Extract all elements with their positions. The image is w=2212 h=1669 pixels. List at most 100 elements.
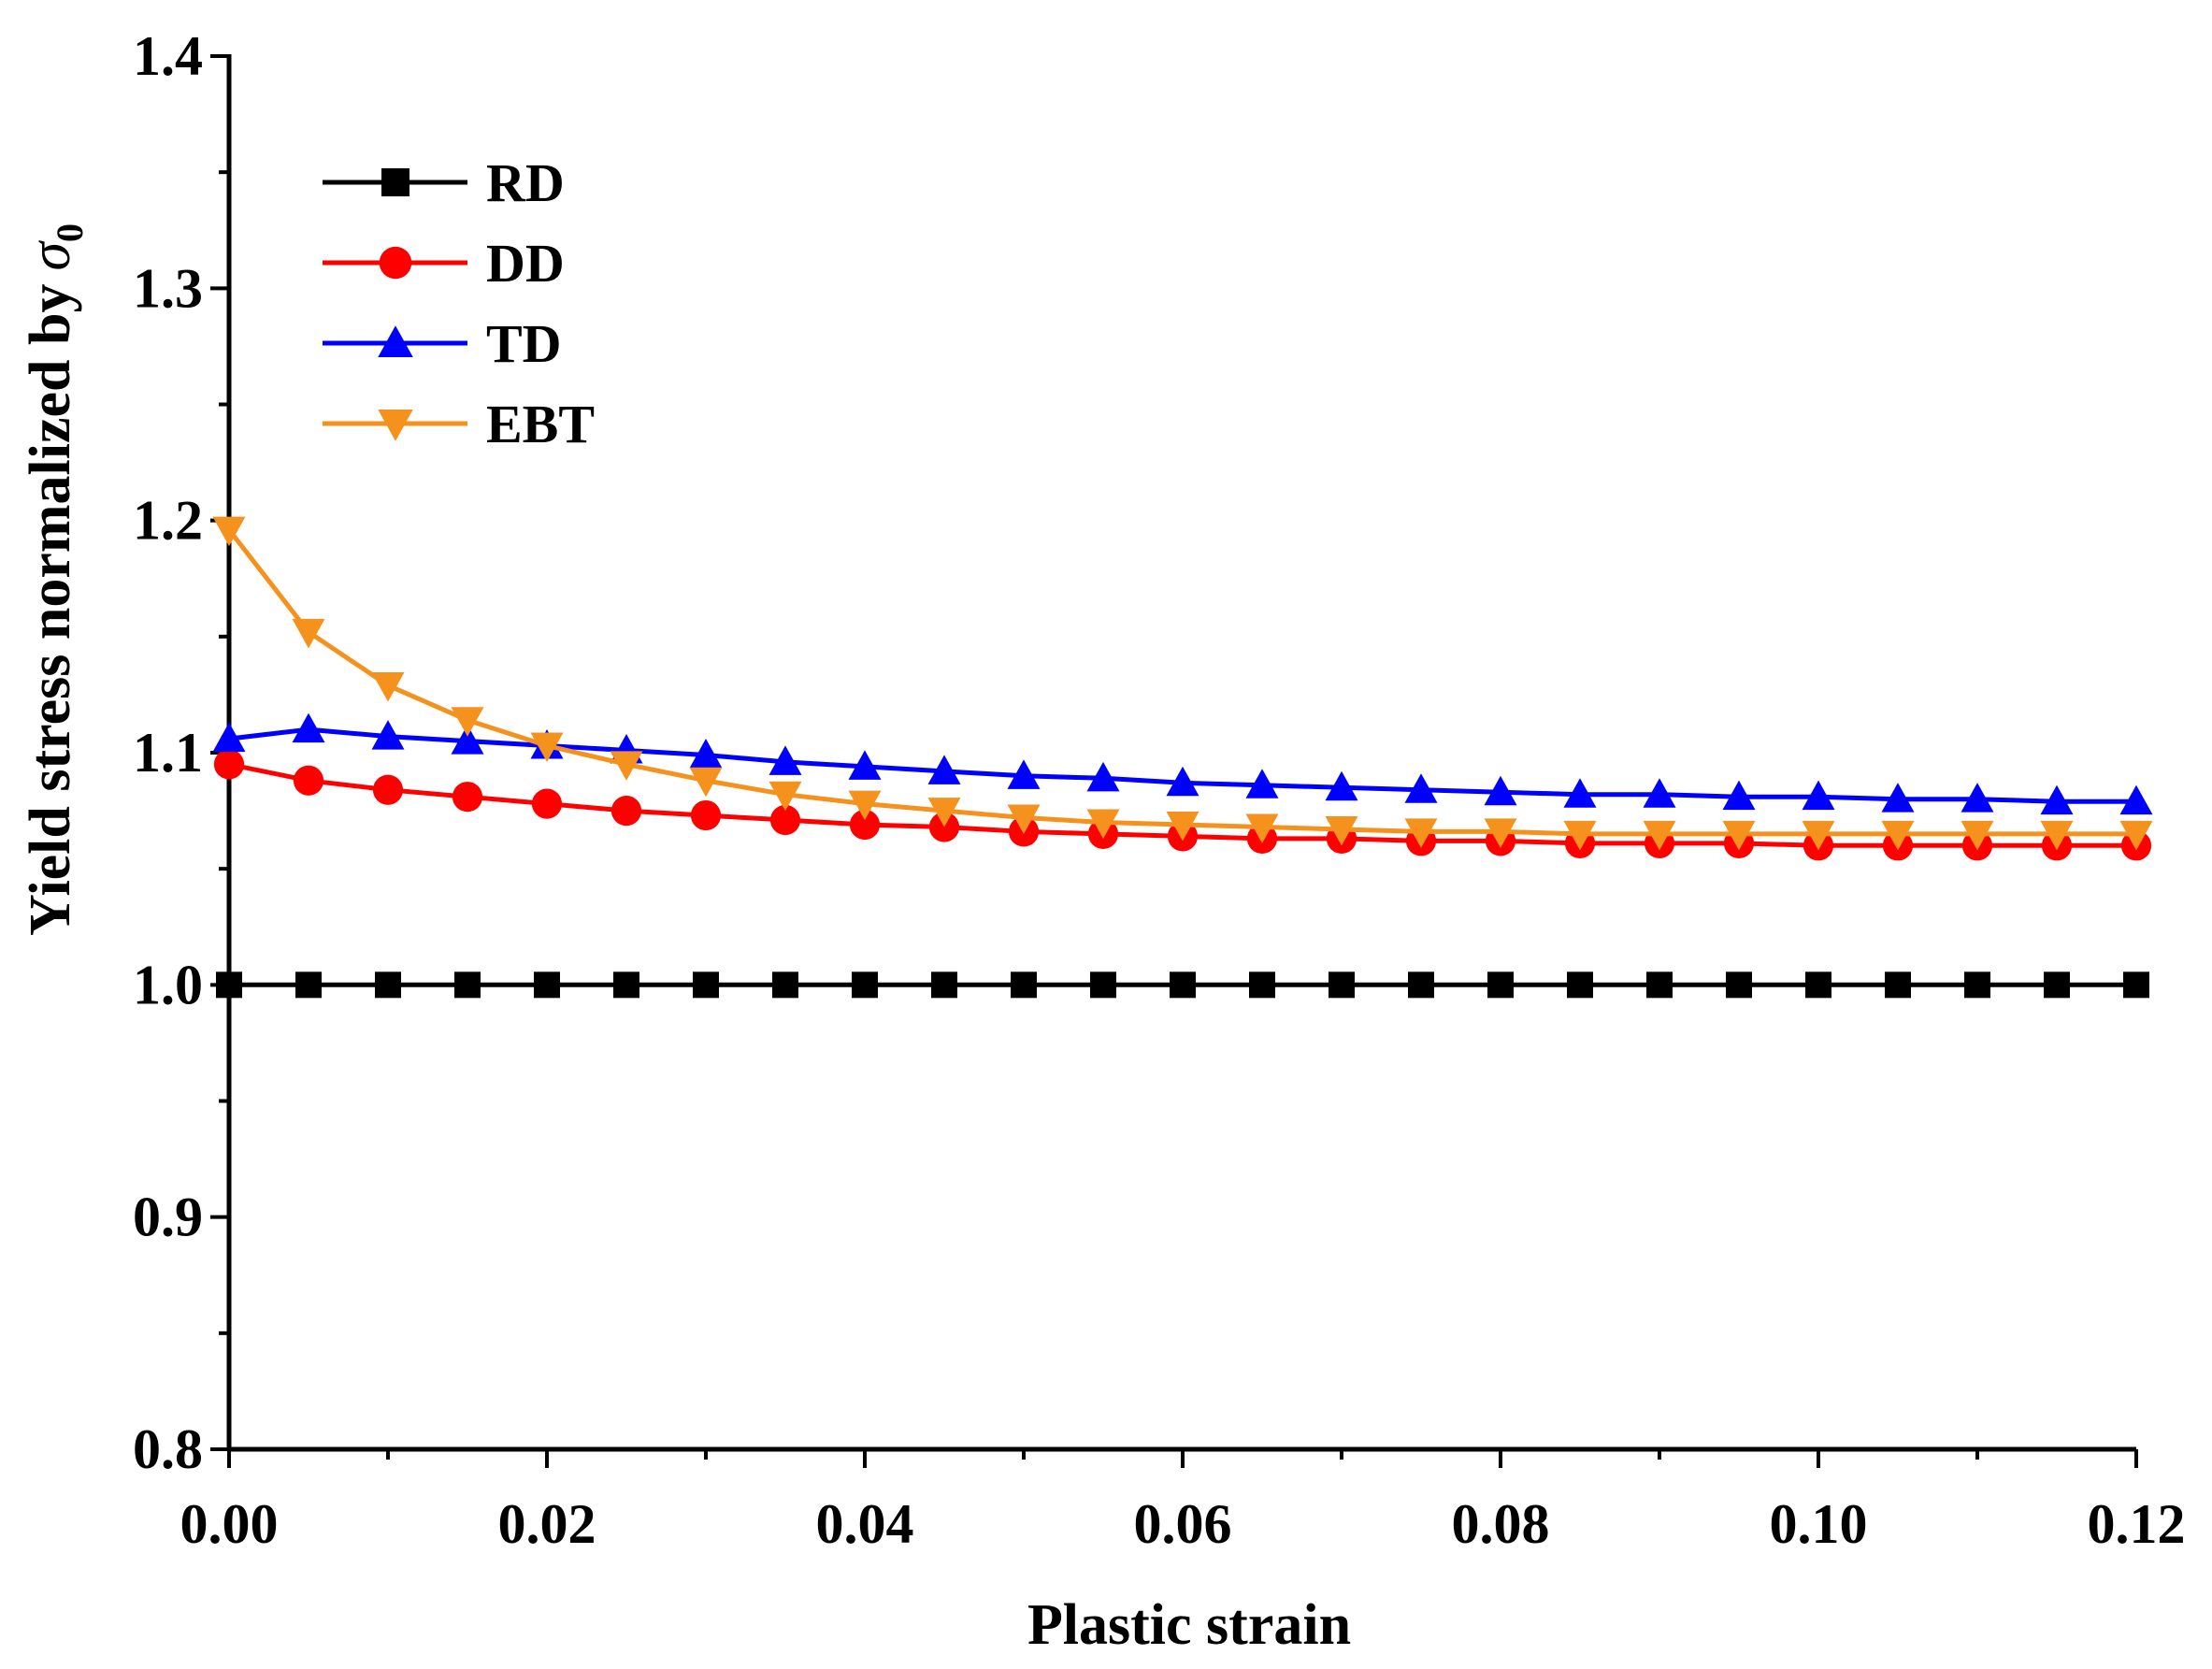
data-point-td <box>2040 784 2074 815</box>
legend-label: RD <box>486 152 565 213</box>
data-point-dd <box>372 774 404 805</box>
data-point-ebt <box>1961 820 1994 851</box>
data-point-td <box>1881 783 1915 813</box>
data-point-rd <box>693 971 719 999</box>
data-point-rd <box>1964 971 1990 999</box>
data-point-dd <box>690 799 722 831</box>
data-point-td <box>848 750 882 780</box>
data-point-rd <box>216 971 242 999</box>
data-point-dd <box>293 765 324 796</box>
x-tick-label: 0.02 <box>498 1493 596 1555</box>
x-tick-label: 0.00 <box>180 1493 279 1555</box>
data-point-ebt <box>212 516 246 547</box>
data-point-ebt <box>1166 811 1199 842</box>
data-point-td <box>1245 769 1279 799</box>
data-point-rd <box>1805 971 1831 999</box>
data-point-rd <box>1487 971 1514 999</box>
legend-marker <box>378 410 413 441</box>
y-tick-label: 1.2 <box>133 490 203 552</box>
data-point-ebt <box>1325 815 1358 846</box>
data-point-rd <box>772 971 798 999</box>
data-point-td <box>1086 761 1120 792</box>
legend-marker <box>381 168 409 196</box>
data-point-td <box>1643 778 1676 808</box>
data-point-rd <box>1726 971 1752 999</box>
data-point-ebt <box>768 781 802 812</box>
data-point-rd <box>1567 971 1593 999</box>
data-point-rd <box>1885 971 1911 999</box>
data-point-td <box>1166 766 1199 797</box>
data-point-ebt <box>1802 820 1835 851</box>
data-point-ebt <box>1484 818 1517 848</box>
data-point-ebt <box>451 707 484 737</box>
y-axis-ticks: 0.8 0.9 1.0 1.1 1.2 1.3 1.4 <box>133 25 229 1480</box>
data-point-ebt <box>2040 820 2074 851</box>
y-tick-label: 0.8 <box>133 1418 203 1480</box>
legend-label: TD <box>486 313 562 374</box>
data-point-td <box>927 755 961 784</box>
data-point-td <box>2119 784 2153 815</box>
data-point-ebt <box>1881 820 1915 851</box>
data-point-rd <box>454 971 481 999</box>
series-layer <box>212 516 2153 999</box>
data-point-rd <box>1090 971 1116 999</box>
data-point-rd <box>1011 971 1037 999</box>
data-point-ebt <box>610 751 643 781</box>
data-point-rd <box>1170 971 1196 999</box>
data-point-dd <box>213 749 245 780</box>
data-point-td <box>1404 773 1438 803</box>
data-point-td <box>1961 783 1994 813</box>
data-point-ebt <box>1563 820 1597 851</box>
data-point-ebt <box>1245 813 1279 843</box>
data-point-rd <box>1646 971 1673 999</box>
legend-marker <box>378 325 413 357</box>
data-point-ebt <box>1404 818 1438 848</box>
data-point-ebt <box>1007 804 1041 835</box>
y-tick-label: 1.1 <box>133 722 203 784</box>
data-point-td <box>292 712 325 743</box>
data-point-dd <box>769 804 801 836</box>
data-point-ebt <box>927 798 961 827</box>
data-point-td <box>1563 778 1597 808</box>
legend-label: EBT <box>486 394 595 454</box>
data-point-dd <box>531 788 563 819</box>
data-point-rd <box>1408 971 1434 999</box>
data-point-td <box>689 738 723 769</box>
data-point-rd <box>931 971 957 999</box>
y-axis-title-sigma: σ <box>19 240 82 271</box>
data-point-rd <box>613 971 639 999</box>
data-point-rd <box>1329 971 1355 999</box>
x-axis-title: Plastic strain <box>1027 1593 1351 1657</box>
y-tick-label: 1.3 <box>133 257 203 319</box>
legend-item-dd: DD <box>323 233 565 294</box>
legend-label: DD <box>486 233 565 294</box>
data-point-rd <box>2044 971 2070 999</box>
data-point-dd <box>610 795 642 827</box>
data-point-ebt <box>371 671 405 702</box>
data-point-dd <box>452 782 483 813</box>
x-axis-ticks: 0.00 0.02 0.04 0.06 0.08 0.10 0.12 <box>180 1449 2186 1555</box>
data-point-rd <box>295 971 322 999</box>
y-axis-title: Yield stress normalized by σ0 <box>19 223 91 936</box>
series-ebt <box>212 516 2153 851</box>
data-point-ebt <box>1722 820 1756 851</box>
data-point-ebt <box>1643 820 1676 851</box>
data-point-td <box>371 720 405 750</box>
y-tick-label: 0.9 <box>133 1187 203 1248</box>
data-point-td <box>1484 775 1517 806</box>
data-point-ebt <box>292 618 325 649</box>
y-axis-title-text: Yield stress normalized by <box>19 284 82 936</box>
y-tick-label: 1.0 <box>133 954 203 1015</box>
data-point-ebt <box>2119 820 2153 851</box>
series-rd <box>216 971 2149 999</box>
x-tick-label: 0.12 <box>2088 1493 2186 1555</box>
y-tick-label: 1.4 <box>133 25 203 87</box>
data-point-rd <box>852 971 878 999</box>
y-axis-title-subscript: 0 <box>49 223 91 242</box>
data-point-dd <box>849 809 881 841</box>
x-tick-label: 0.08 <box>1452 1493 1550 1555</box>
legend-item-rd: RD <box>323 152 565 213</box>
data-point-td <box>212 722 246 753</box>
legend-item-td: TD <box>323 313 562 374</box>
